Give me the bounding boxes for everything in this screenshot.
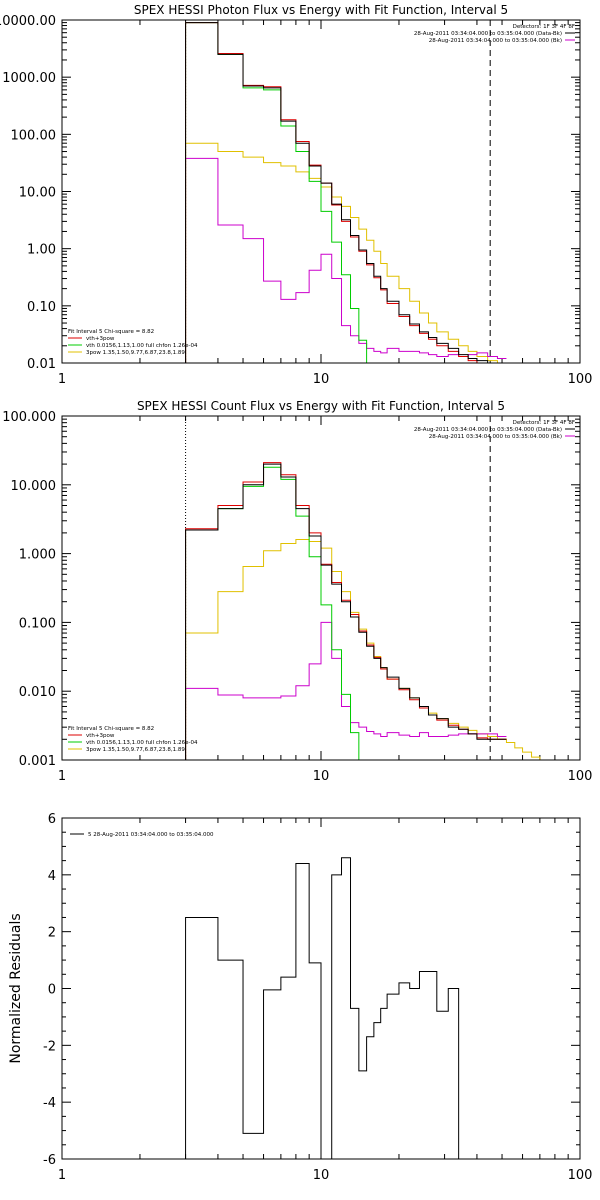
legend: 5 28-Aug-2011 03:34:04.000 to 03:35:04.0… <box>70 832 214 838</box>
legend: Fit Interval 5 Chi-square = 8.82vth+3pow… <box>68 726 198 753</box>
fit-info-label: Fit Interval 5 Chi-square = 8.82 <box>68 726 154 732</box>
legend-label: 5 28-Aug-2011 03:34:04.000 to 03:35:04.0… <box>88 832 214 838</box>
series-group <box>185 857 460 1159</box>
y-tick-label: 1.00 <box>27 243 56 258</box>
legend-label: 3pow 1.35,1.50,9.77,6.87,23.8,1.89 <box>86 350 185 356</box>
y-tick-label: 0.10 <box>27 300 56 315</box>
x-tick-label: 10 <box>313 372 330 387</box>
series-vth-line <box>185 466 507 760</box>
legend: Fit Interval 5 Chi-square = 8.82vth+3pow… <box>68 329 198 356</box>
detectors-label: Detectors: 1F 3F 4F 8F <box>513 24 575 30</box>
header-line: 28-Aug-2011 03:34:04.000 to 03:35:04.000… <box>429 434 562 440</box>
x-axis: 1 10 100 <box>58 818 593 1183</box>
header-line: 28-Aug-2011 03:34:04.000 to 03:35:04.000… <box>414 427 562 433</box>
x-tick-label: 100 <box>568 769 593 784</box>
y-tick-label: 2 <box>48 926 56 941</box>
y-tick-label: 10.00 <box>19 186 56 201</box>
y-tick-label: 10.000 <box>11 479 57 494</box>
series-total-line <box>185 22 507 363</box>
plot-frame <box>61 415 581 761</box>
x-tick-label: 100 <box>568 372 593 387</box>
y-tick-label: 6 <box>48 812 56 827</box>
fit-info-label: Fit Interval 5 Chi-square = 8.82 <box>68 329 154 335</box>
y-tick-label: 1000.00 <box>2 71 56 86</box>
series-vth-line <box>185 22 507 363</box>
y-tick-label: 0.100 <box>19 616 56 631</box>
series-residuals-line <box>185 857 460 1159</box>
legend-label: vth 0.0156,1.13,1.00 full chfon 1.26e-04 <box>86 343 198 349</box>
legend-label: vth 0.0156,1.13,1.00 full chfon 1.26e-04 <box>86 740 198 746</box>
y-tick-label: 0.01 <box>27 357 56 372</box>
detectors-label: Detectors: 1F 3F 4F 8F <box>513 420 575 426</box>
x-tick-label: 10 <box>313 1168 330 1183</box>
series-total-line <box>185 462 507 760</box>
chart-panel-1: SPEX HESSI Photon Flux vs Energy with Fi… <box>0 3 592 387</box>
y-tick-label: 0.010 <box>19 685 56 700</box>
x-tick-label: 100 <box>568 1168 593 1183</box>
y-tick-label: -6 <box>43 1153 56 1168</box>
chart-title: SPEX HESSI Count Flux vs Energy with Fit… <box>137 399 505 413</box>
header-line: 28-Aug-2011 03:34:04.000 to 03:35:04.000… <box>414 31 562 37</box>
x-tick-label: 1 <box>58 769 66 784</box>
chart-panel-3: Normalized Residuals 1 10 100 -6 -4 -2 0 2 4 6 5 28… <box>8 812 592 1183</box>
series-3pow-line <box>185 142 507 363</box>
legend-label: 3pow 1.35,1.50,9.77,6.87,23.8,1.89 <box>86 747 185 753</box>
x-tick-label: 10 <box>313 769 330 784</box>
series-background-line <box>185 621 507 760</box>
y-axis: -6 -4 -2 0 2 4 6 <box>43 812 580 1168</box>
x-tick-label: 1 <box>58 1168 66 1183</box>
legend-label: vth+3pow <box>86 733 115 739</box>
chart-panel-2: SPEX HESSI Count Flux vs Energy with Fit… <box>2 399 592 784</box>
chart-title: SPEX HESSI Photon Flux vs Energy with Fi… <box>134 3 508 17</box>
header-line: 28-Aug-2011 03:34:04.000 to 03:35:04.000… <box>429 38 562 44</box>
y-axis-label: Normalized Residuals <box>8 913 24 1063</box>
series-data-line <box>185 463 507 760</box>
series-background-line <box>185 157 507 363</box>
series-group <box>185 22 507 363</box>
y-tick-label: 0 <box>48 983 56 998</box>
series-data-line <box>185 22 507 363</box>
y-tick-label: 100.000 <box>2 410 56 425</box>
legend-label: vth+3pow <box>86 336 115 342</box>
plot-frame <box>61 817 581 1160</box>
y-tick-label: 10000.00 <box>0 14 56 29</box>
plot-frame <box>61 19 581 364</box>
y-axis: 0.01 0.10 1.00 10.00 100.00 1000.00 10000.00 <box>0 14 580 372</box>
series-3pow-line <box>185 539 555 760</box>
y-tick-label: -4 <box>43 1096 56 1111</box>
y-tick-label: 4 <box>48 869 56 884</box>
y-tick-label: -2 <box>43 1039 56 1054</box>
series-group <box>185 462 555 760</box>
x-tick-label: 1 <box>58 372 66 387</box>
y-tick-label: 1.000 <box>19 548 56 563</box>
y-axis: 0.001 0.010 0.100 1.000 10.000 100.000 <box>2 410 580 769</box>
y-tick-label: 100.00 <box>11 128 57 143</box>
y-tick-label: 0.001 <box>19 754 56 769</box>
